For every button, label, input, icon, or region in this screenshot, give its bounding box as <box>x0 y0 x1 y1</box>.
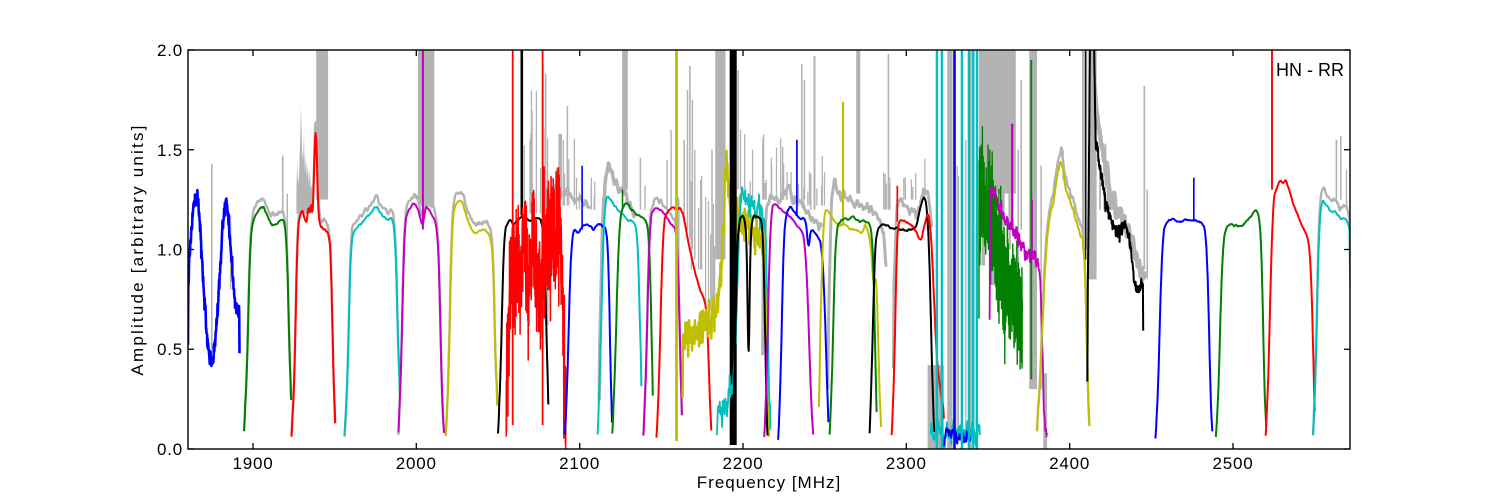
svg-text:0.5: 0.5 <box>157 340 183 359</box>
svg-text:2.0: 2.0 <box>157 41 183 60</box>
svg-text:1900: 1900 <box>232 454 273 473</box>
svg-text:1.5: 1.5 <box>157 141 183 160</box>
svg-text:2300: 2300 <box>886 454 927 473</box>
svg-text:1.0: 1.0 <box>157 241 183 260</box>
svg-text:Amplitude [arbitrary units]: Amplitude [arbitrary units] <box>128 123 147 375</box>
svg-text:0.0: 0.0 <box>157 440 183 459</box>
svg-text:Frequency [MHz]: Frequency [MHz] <box>697 473 841 492</box>
svg-text:2000: 2000 <box>396 454 437 473</box>
svg-text:HN - RR: HN - RR <box>1276 60 1344 80</box>
svg-text:2200: 2200 <box>722 454 763 473</box>
svg-text:2500: 2500 <box>1212 454 1253 473</box>
svg-text:2100: 2100 <box>559 454 600 473</box>
svg-text:2400: 2400 <box>1049 454 1090 473</box>
